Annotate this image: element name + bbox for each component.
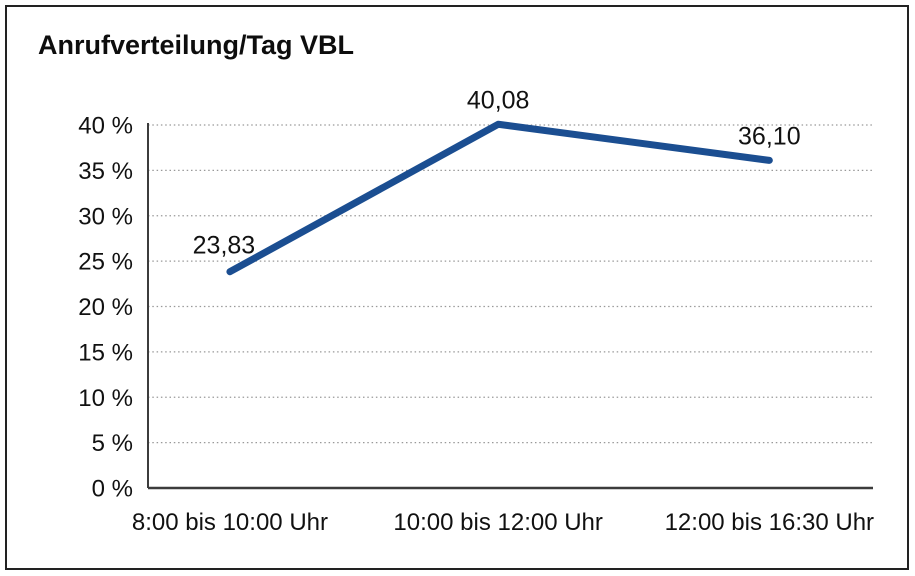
x-category-label: 12:00 bis 16:30 Uhr [665,509,874,536]
y-tick-label: 30 % [78,203,133,230]
x-category-label: 10:00 bis 12:00 Uhr [393,509,602,536]
y-tick-label: 35 % [78,158,133,185]
data-point-label: 23,83 [193,232,256,260]
y-tick-label: 5 % [92,430,133,457]
y-tick-label: 10 % [78,385,133,412]
y-tick-label: 20 % [78,294,133,321]
y-tick-label: 25 % [78,249,133,276]
data-point-label: 36,10 [738,122,801,150]
data-line [226,120,773,276]
x-category-label: 8:00 bis 10:00 Uhr [132,509,328,536]
y-tick-label: 0 % [92,476,133,503]
y-tick-label: 40 % [78,113,133,140]
chart-title: Anrufverteilung/Tag VBL [38,30,355,60]
data-point-label: 40,08 [467,86,530,114]
y-tick-label: 15 % [78,339,133,366]
